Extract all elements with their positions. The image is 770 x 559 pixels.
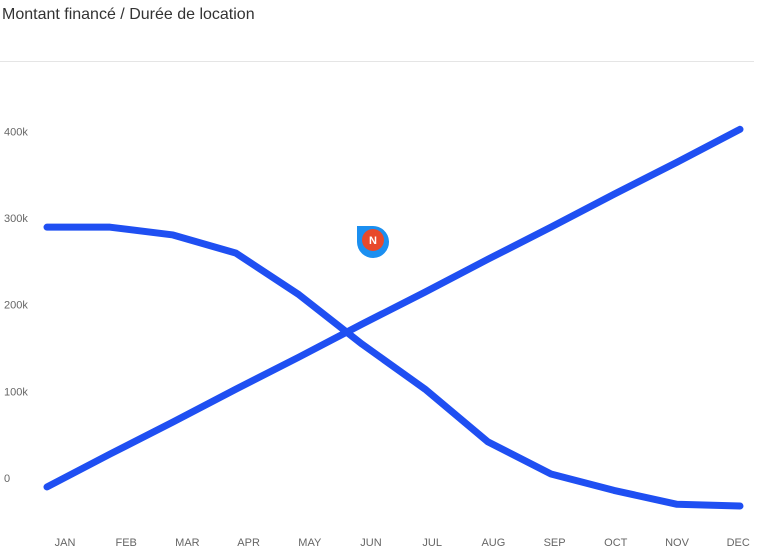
badge-icon[interactable]: N xyxy=(357,225,389,258)
y-tick-label: 0 xyxy=(4,473,10,485)
chart-title: Montant financé / Durée de location xyxy=(2,6,255,23)
x-tick-label: DEC xyxy=(727,537,750,549)
x-tick-label: JAN xyxy=(55,537,76,549)
y-tick-label: 400k xyxy=(4,127,28,139)
x-tick-label: JUL xyxy=(422,537,442,549)
y-tick-label: 100k xyxy=(4,386,28,398)
line-series xyxy=(43,223,744,510)
x-tick-label: MAR xyxy=(175,537,200,549)
x-tick-label: SEP xyxy=(544,537,566,549)
badge-text: N xyxy=(369,235,377,247)
x-tick-label: FEB xyxy=(115,537,136,549)
x-tick-label: NOV xyxy=(665,537,690,549)
y-tick-label: 300k xyxy=(4,213,28,225)
x-tick-label: MAY xyxy=(298,537,322,549)
x-tick-label: AUG xyxy=(481,537,505,549)
y-tick-label: 200k xyxy=(4,300,28,312)
badge-circle xyxy=(362,229,384,251)
x-tick-label: JUN xyxy=(360,537,381,549)
x-tick-label: OCT xyxy=(604,537,628,549)
line-series xyxy=(43,125,744,491)
x-tick-label: APR xyxy=(237,537,260,549)
